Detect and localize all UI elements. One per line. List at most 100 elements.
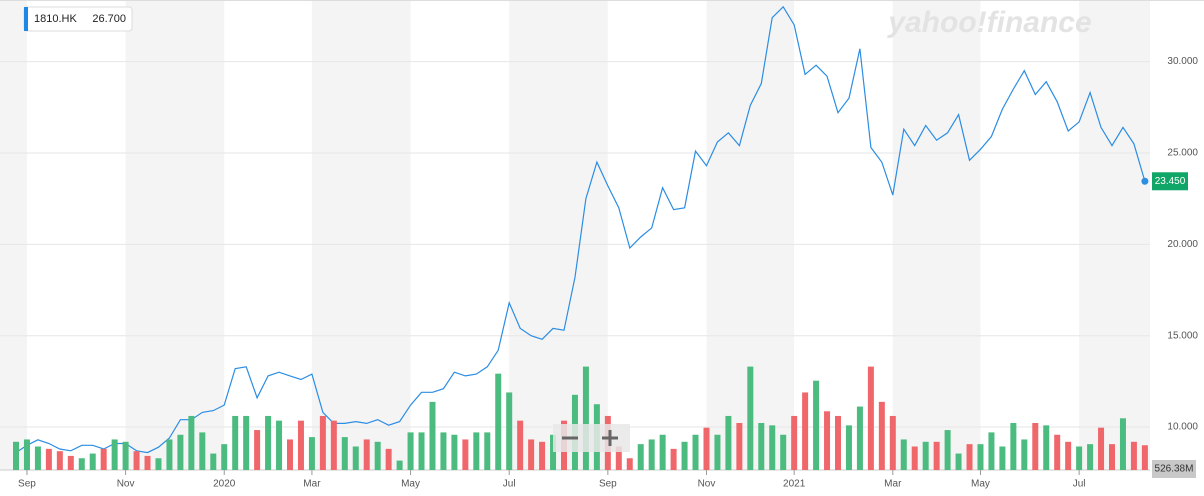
volume-bar	[955, 453, 962, 470]
x-tick-label: Jul	[1073, 479, 1086, 490]
volume-bar	[100, 448, 107, 470]
volume-bar	[1021, 439, 1028, 470]
volume-bar	[528, 439, 535, 470]
x-tick-label: May	[971, 479, 990, 490]
volume-bar	[67, 455, 74, 470]
x-tick-label: Mar	[303, 479, 321, 490]
volume-bar	[407, 432, 414, 470]
volume-bar	[429, 401, 436, 470]
price-label: 23.450	[1155, 176, 1186, 187]
volume-bar	[232, 415, 239, 470]
price-label-box	[1152, 172, 1188, 191]
volume-bar	[703, 427, 710, 470]
x-tick-label: Nov	[698, 479, 716, 490]
volume-bar	[385, 448, 392, 470]
volume-bar	[1098, 427, 1105, 470]
volume-bar	[517, 420, 524, 470]
month-band	[311, 0, 411, 470]
volume-bar	[111, 439, 118, 470]
volume-bar	[539, 441, 546, 470]
x-tick-label: 2020	[213, 479, 236, 490]
volume-bar	[1141, 445, 1148, 470]
volume-bar	[813, 380, 820, 470]
volume-bar	[133, 451, 140, 470]
volume-bar	[45, 448, 52, 470]
volume-bar	[56, 451, 63, 470]
volume-bar	[287, 439, 293, 470]
background	[0, 0, 1204, 470]
volume-bar	[977, 444, 984, 470]
volume-bar	[495, 373, 502, 470]
price-line	[15, 5, 1146, 454]
volume-bar	[944, 430, 951, 470]
volume-bar	[747, 366, 754, 470]
volume-bar	[802, 392, 809, 470]
volume-bar	[451, 434, 458, 470]
header-stripe	[24, 7, 28, 31]
x-tick-label: Sep	[599, 479, 617, 490]
volume-bar	[878, 401, 885, 470]
x-tick-label: Mar	[884, 479, 902, 490]
volume-bar	[933, 441, 940, 470]
volume-bar	[221, 444, 228, 470]
volume-bar	[155, 458, 162, 470]
volume-bar	[550, 434, 557, 470]
header-box: 1810.HK 26.700	[23, 6, 133, 32]
x-tick-label: Jul	[503, 479, 516, 490]
volume-bar	[845, 425, 852, 470]
volume-bar	[276, 420, 283, 470]
volume-bar	[122, 441, 129, 470]
volume-bar	[1109, 444, 1115, 470]
volume-bar	[1032, 423, 1039, 470]
volume-bar	[352, 446, 359, 470]
volume-bar	[243, 415, 250, 470]
symbol: 1810.HK	[34, 13, 77, 25]
volume-bar	[615, 446, 622, 470]
volume-bar	[758, 423, 765, 470]
volume-bar	[374, 441, 381, 470]
volume-label: 526.38M	[1155, 464, 1194, 475]
volume-bar	[89, 453, 96, 470]
volume-bar	[210, 453, 217, 470]
volume-bar	[23, 439, 30, 470]
zoom-control[interactable]	[553, 424, 630, 452]
volume-bar	[867, 366, 874, 470]
x-tick-label: Nov	[117, 479, 135, 490]
volume-bar	[1130, 441, 1137, 470]
volume-bar	[900, 439, 907, 470]
volume-bar	[177, 434, 184, 470]
month-band	[892, 0, 981, 470]
volume-bar	[144, 455, 151, 470]
x-tick-label: May	[401, 479, 420, 490]
y-tick-label: 10.000	[1167, 422, 1198, 433]
volume-bar	[396, 460, 403, 470]
volume-bar	[199, 432, 206, 470]
volume-bar	[692, 434, 699, 470]
volume-bar	[78, 458, 85, 470]
volume-bar	[1065, 441, 1072, 470]
volume-bar	[1043, 425, 1050, 470]
logo: yahoo!finance	[886, 6, 1091, 39]
volume-bar	[626, 458, 633, 470]
volume-bar	[1010, 423, 1017, 470]
header-price: 26.700	[92, 13, 126, 25]
volume-bar	[254, 430, 261, 470]
volume-bar	[330, 420, 337, 470]
volume-bar	[659, 434, 666, 470]
y-tick-label: 20.000	[1167, 239, 1198, 250]
volume-bar	[363, 439, 370, 470]
month-band	[125, 0, 225, 470]
volume-bar	[1087, 444, 1094, 470]
volume-bar	[462, 439, 469, 470]
x-tick-label: Sep	[18, 479, 36, 490]
volume-bar	[297, 420, 304, 470]
volume-bar	[670, 448, 677, 470]
volume-bar	[922, 441, 929, 470]
volume-bar	[582, 366, 589, 470]
volume-bar	[188, 415, 195, 470]
volume-bar	[725, 415, 732, 470]
volume-bar	[780, 434, 787, 470]
last-point	[1141, 177, 1149, 185]
volume-label-box	[1152, 460, 1196, 478]
volume-bar	[856, 406, 863, 470]
